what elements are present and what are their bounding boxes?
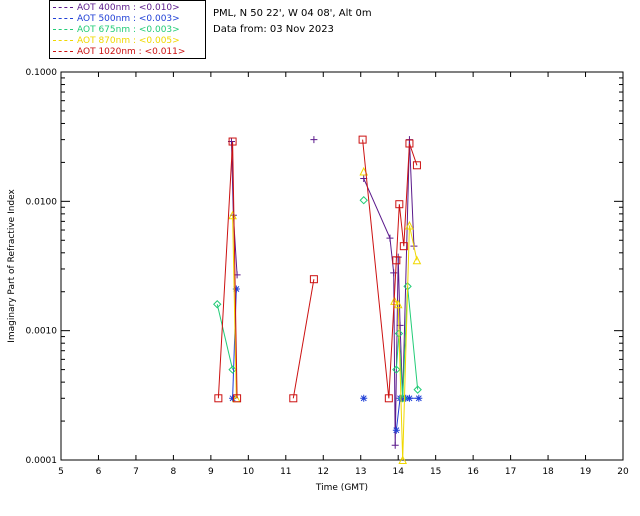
data-point [393,299,403,309]
x-tick-label: 6 [96,467,102,477]
data-point [386,234,394,242]
x-tick-label: 17 [505,467,516,477]
legend-swatch [53,7,73,8]
x-tick-label: 7 [133,467,139,477]
x-tick-label: 20 [617,467,629,477]
data-point [399,242,408,251]
y-tick-label: 0.1000 [26,68,58,78]
x-axis-label: Time (GMT) [315,483,368,493]
data-point [228,365,237,374]
site-info: PML, N 50 22', W 04 08', Alt 0m Data fro… [213,6,372,38]
x-tick-label: 18 [542,467,554,477]
data-point [398,455,408,464]
legend-label: AOT 1020nm : <0.011> [77,47,186,57]
data-point [398,394,407,403]
data-point [405,139,414,148]
data-point [310,136,318,144]
data-point [228,137,237,146]
series-line [362,139,418,399]
data-date: Data from: 03 Nov 2023 [213,24,334,35]
series-line [292,279,315,399]
data-point [214,394,223,403]
x-tick-label: 11 [280,467,291,477]
y-tick-label: 0.0001 [26,456,58,466]
data-point [390,296,399,305]
legend-item: AOT 400nm : <0.010> [53,3,180,14]
x-tick-label: 13 [355,467,366,477]
data-point [392,256,401,265]
series-line [395,397,419,431]
data-point [396,321,404,329]
legend-item: AOT 675nm : <0.003> [53,25,180,36]
legend-label: AOT 870nm : <0.005> [77,36,180,46]
x-tick-label: 8 [171,467,177,477]
legend-label: AOT 675nm : <0.003> [77,25,180,35]
x-tick-label: 15 [430,467,441,477]
data-point [395,200,404,209]
x-tick-label: 14 [392,467,404,477]
data-point [384,394,393,403]
plot-frame [60,71,624,461]
data-point [398,394,406,402]
x-tick-label: 16 [467,467,479,477]
data-point [413,385,422,394]
data-point [289,394,298,403]
data-point [233,394,242,403]
data-point [229,394,237,402]
series-line [232,215,237,399]
legend: AOT 400nm : <0.010> AOT 500nm : <0.003> … [49,0,206,59]
x-tick-label: 10 [243,467,255,477]
x-tick-label: 5 [58,467,64,477]
data-point [392,365,401,374]
data-point [405,220,414,230]
data-point [309,275,318,284]
data-point [392,426,400,434]
data-point [412,255,422,265]
legend-label: AOT 400nm : <0.010> [77,3,180,13]
data-point [412,161,421,170]
legend-swatch [53,29,73,30]
series-line [395,286,419,399]
data-point [405,394,413,402]
y-tick-label: 0.0010 [26,327,58,337]
legend-swatch [53,51,73,52]
site-location: PML, N 50 22', W 04 08', Alt 0m [213,8,372,19]
data-point [359,196,368,205]
legend-item: AOT 1020nm : <0.011> [53,47,185,58]
legend-item: AOT 870nm : <0.005> [53,36,180,47]
x-tick-label: 9 [208,467,214,477]
data-point [360,394,368,402]
legend-label: AOT 500nm : <0.003> [77,14,180,24]
data-point [358,135,367,144]
data-point [391,441,399,449]
y-axis-label: Imaginary Part of Refractive Index [7,188,17,342]
y-tick-label: 0.0100 [26,197,58,207]
data-point [213,300,222,309]
data-point [232,285,240,293]
series-line [216,304,234,370]
data-point [415,394,423,402]
x-tick-label: 12 [318,467,329,477]
legend-swatch [53,18,73,19]
series-line [217,141,238,399]
legend-item: AOT 500nm : <0.003> [53,14,180,25]
x-tick-label: 19 [580,467,592,477]
legend-swatch [53,40,73,41]
